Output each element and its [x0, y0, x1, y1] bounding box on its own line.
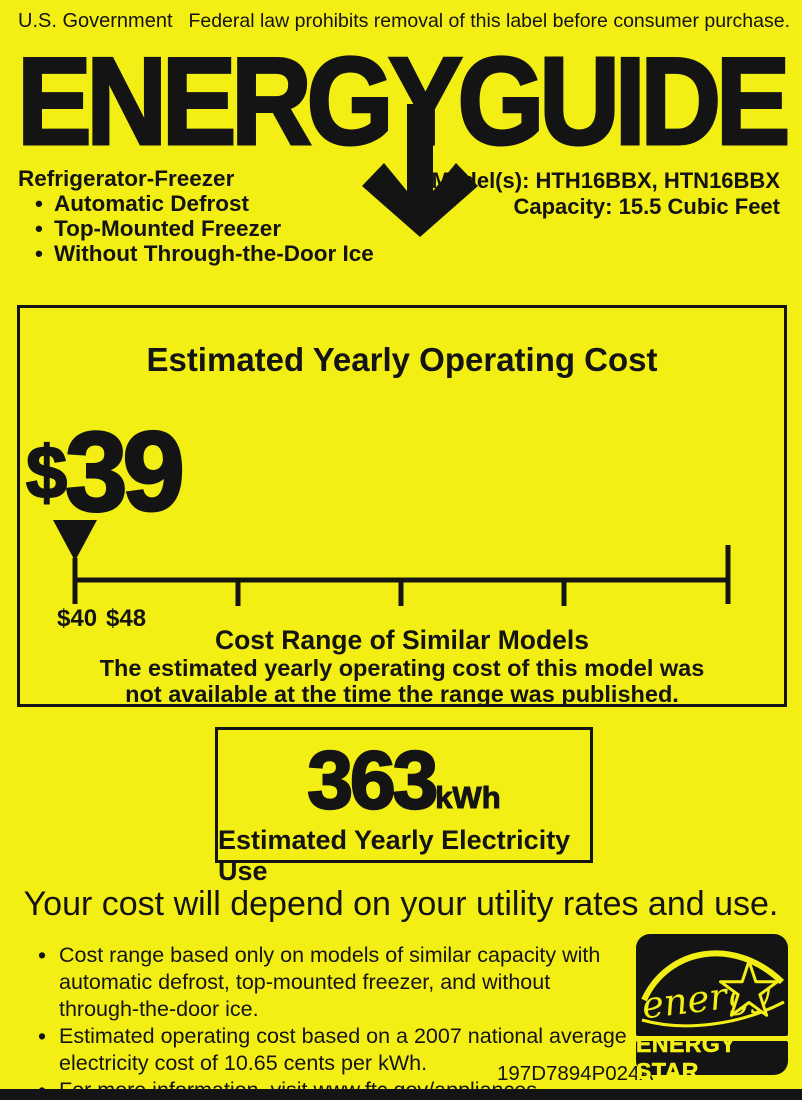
energyguide-logotype: ENERGYGUIDE	[16, 46, 788, 156]
models-line: Model(s): HTH16BBX, HTN16BBX	[431, 168, 780, 193]
legal-notice: Federal law prohibits removal of this la…	[188, 10, 790, 32]
product-category: Refrigerator-Freezer	[18, 166, 235, 191]
model-info: Model(s): HTH16BBX, HTN16BBX Capacity: 1…	[432, 168, 780, 220]
kwh-value: 363	[306, 735, 439, 826]
cost-range-scale	[53, 520, 731, 606]
estimated-cost-value: $39	[25, 414, 186, 529]
cost-box-title: Estimated Yearly Operating Cost	[146, 341, 658, 378]
energy-star-wordmark: ENERGY STAR	[636, 1031, 736, 1085]
electricity-use-box: 363kWh Estimated Yearly Electricity Use	[215, 727, 593, 886]
range-high: $48	[106, 605, 147, 632]
operating-cost-box: Estimated Yearly Operating Cost $39 $40 $…	[17, 305, 787, 707]
range-low: $40	[57, 605, 98, 632]
range-values: $40 $48	[57, 605, 155, 633]
range-caption: Cost Range of Similar Models	[214, 625, 589, 655]
energy-star-wordmark-bar: ENERGY STAR	[636, 1031, 788, 1084]
range-note-line: The estimated yearly operating cost of t…	[99, 655, 705, 681]
cost-amount: 39	[64, 409, 187, 534]
down-arrow-icon	[362, 104, 478, 237]
logotype-text: ENERGYGUIDE	[17, 46, 786, 156]
energy-star-star-icon	[719, 959, 779, 1017]
footnote-item: Estimated operating cost based on a 2007…	[36, 1023, 630, 1077]
footnote-item: Cost range based only on models of simil…	[36, 942, 630, 1023]
part-number: 197D7894P024A	[497, 1062, 654, 1085]
electricity-use-value: 363kWh	[306, 738, 501, 823]
product-feature: Without Through-the-Door Ice	[35, 241, 374, 266]
energy-star-graphic: energy	[639, 950, 785, 1028]
cost-disclaimer-tagline: Your cost will depend on your utility ra…	[23, 885, 779, 923]
currency-symbol: $	[25, 431, 68, 514]
cost-marker-icon	[53, 520, 97, 561]
product-feature: Top-Mounted Freezer	[35, 216, 374, 241]
agency-text: U.S. Government	[18, 10, 173, 32]
capacity-line: Capacity: 15.5 Cubic Feet	[513, 194, 780, 219]
energy-star-arc	[641, 950, 785, 1002]
energy-star-emblem: energy	[636, 934, 788, 1036]
energy-star-swash	[641, 1000, 785, 1028]
product-feature: Automatic Defrost	[35, 191, 374, 216]
range-note-line: not available at the time the range was …	[125, 681, 679, 707]
electricity-use-caption: Estimated Yearly Electricity Use	[218, 825, 571, 886]
energy-star-logo: energy ENERGY STAR	[636, 934, 788, 1084]
bottom-border-bar	[0, 1089, 802, 1100]
product-description: Refrigerator-Freezer Automatic Defrost T…	[18, 166, 374, 266]
kwh-unit: kWh	[435, 780, 501, 815]
